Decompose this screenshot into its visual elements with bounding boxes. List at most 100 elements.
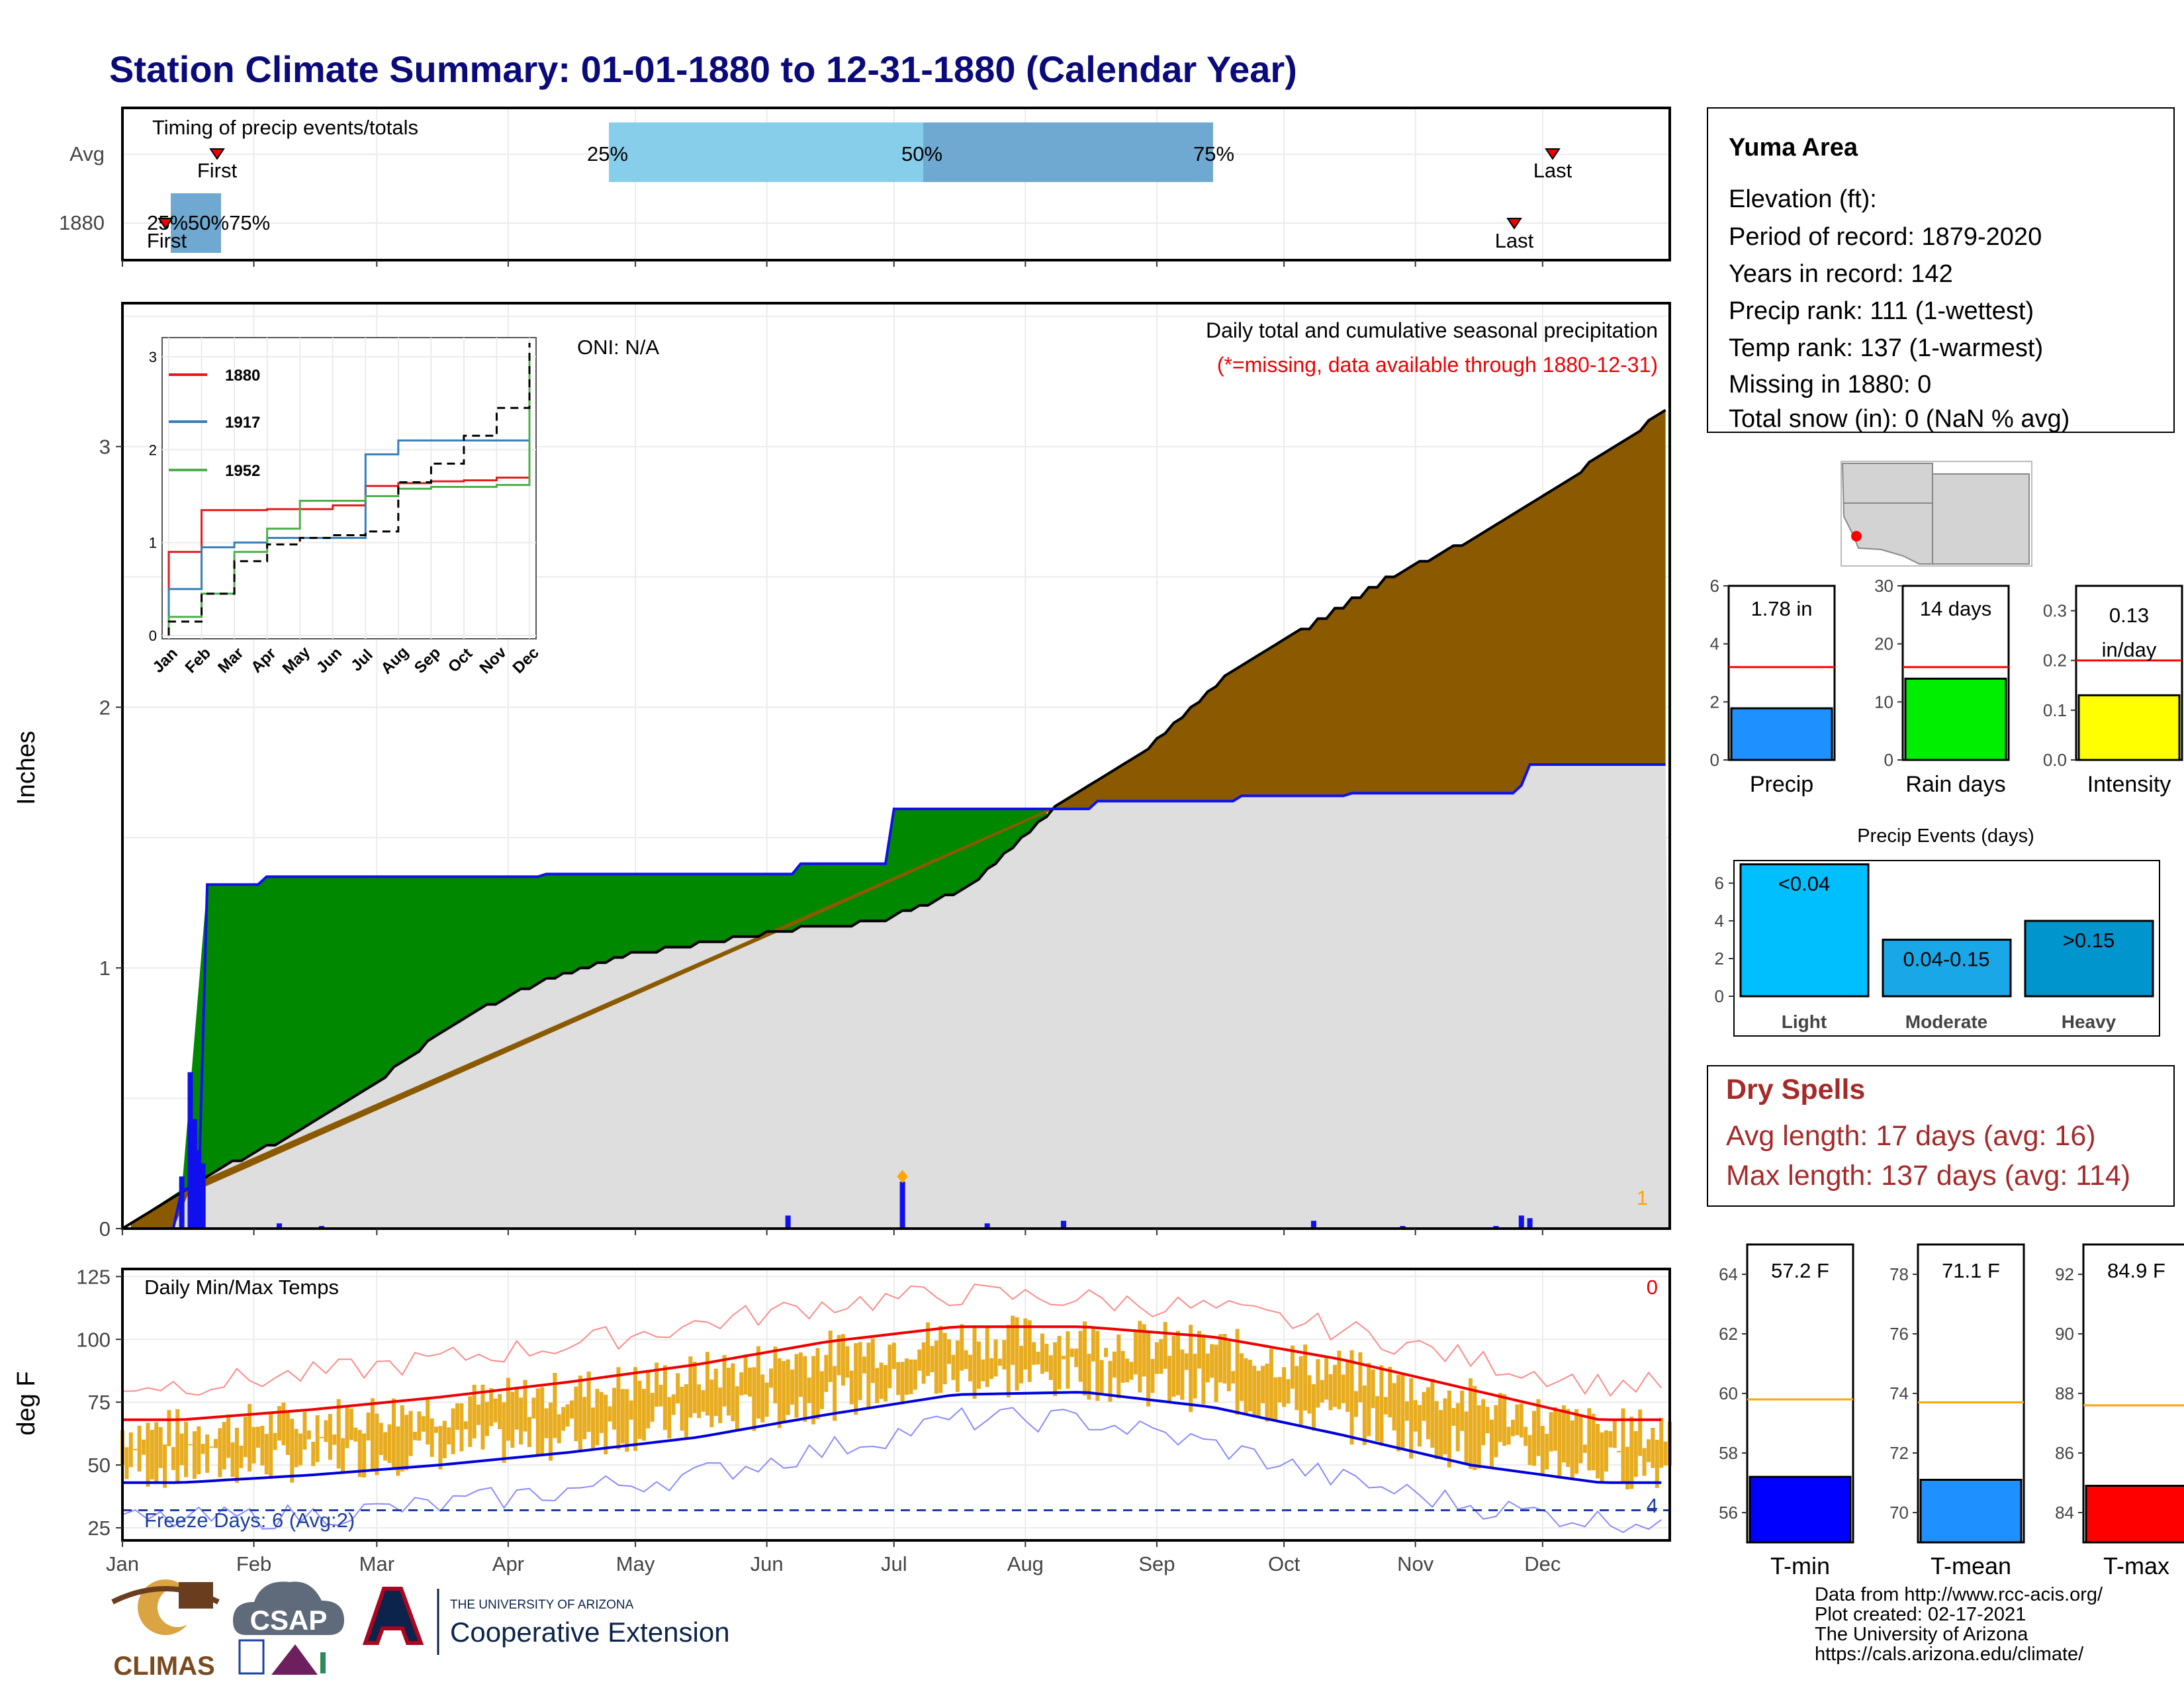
temp-daily-bar bbox=[1358, 1352, 1363, 1403]
precip-ytick-label: 3 bbox=[99, 436, 111, 459]
temp-daily-bar bbox=[1447, 1390, 1451, 1468]
temp-daily-bar bbox=[561, 1407, 566, 1431]
temp-daily-bar bbox=[773, 1346, 778, 1404]
timing-avg-first-marker bbox=[209, 148, 225, 160]
timing-title: Timing of precip events/totals bbox=[152, 116, 418, 139]
precip-missing-note: (*=missing, data available through 1880-… bbox=[1217, 353, 1658, 377]
timing-avg-last: Last bbox=[1533, 159, 1572, 182]
temp-daily-bar bbox=[1023, 1318, 1028, 1370]
temp-daily-bar bbox=[412, 1432, 417, 1440]
dry-spells-frame bbox=[1707, 1065, 2175, 1207]
temp-daily-bar bbox=[1015, 1317, 1019, 1391]
temp-daily-bar bbox=[896, 1362, 901, 1395]
precip-observed-line bbox=[122, 763, 1666, 1230]
temp-daily-bar bbox=[1617, 1450, 1621, 1453]
tmax-small-value: 84.9 F bbox=[2107, 1259, 2165, 1282]
temp-daily-bar bbox=[782, 1361, 786, 1423]
small-bar-charts: 0 2 4 6 0 10 20 30 0.0 0.1 0.2 0.3 1.78 in 14 days 0.1… bbox=[1710, 576, 2183, 797]
legend-1880: 1880 bbox=[225, 367, 260, 385]
temp-daily-bar bbox=[1400, 1373, 1405, 1450]
temp-daily-bar bbox=[989, 1358, 994, 1380]
timing-avg-q2-bar bbox=[923, 122, 1213, 182]
temp-daily-bar bbox=[1273, 1377, 1278, 1421]
month-label: Apr bbox=[492, 1552, 524, 1575]
temp-daily-bar bbox=[1600, 1432, 1604, 1483]
temp-daily-bar bbox=[171, 1446, 175, 1470]
events-category-label: Heavy bbox=[2062, 1011, 2116, 1032]
temp-daily-bar bbox=[269, 1411, 273, 1479]
raindays-small-value: 14 days bbox=[1920, 597, 1992, 620]
tmin-small-ytick-label: 64 bbox=[1719, 1264, 1738, 1284]
temp-daily-bar bbox=[1633, 1431, 1638, 1477]
temp-daily-bar bbox=[824, 1354, 829, 1392]
temp-ytick-label: 125 bbox=[76, 1265, 111, 1288]
temp-daily-bar bbox=[213, 1438, 218, 1448]
station-box-frame bbox=[1707, 107, 2175, 433]
csap-logo-text: CSAP bbox=[250, 1605, 328, 1636]
temp-daily-bar bbox=[1142, 1324, 1146, 1377]
temp-daily-bar bbox=[1659, 1417, 1664, 1468]
temp-daily-bar bbox=[205, 1434, 210, 1473]
temp-daily-bar bbox=[1553, 1407, 1558, 1451]
timing-avg-first: First bbox=[197, 159, 238, 182]
precip-daily-bar bbox=[899, 1182, 905, 1229]
temp-daily-bar bbox=[1418, 1405, 1422, 1447]
temp-daily-bar bbox=[544, 1408, 549, 1438]
temp-daily-bar bbox=[239, 1445, 244, 1468]
ua-line1: THE UNIVERSITY OF ARIZONA bbox=[450, 1598, 634, 1612]
tmax-small-ytick-label: 86 bbox=[2055, 1443, 2074, 1463]
precip-daily-bar bbox=[277, 1223, 283, 1229]
raindays-small-ytick-label: 30 bbox=[1874, 576, 1893, 596]
temp-daily-bar bbox=[1175, 1331, 1180, 1395]
temp-daily-bar bbox=[1116, 1335, 1121, 1399]
temp-daily-bar bbox=[667, 1397, 672, 1439]
temp-daily-bar bbox=[1345, 1360, 1350, 1412]
tmean-small-label: T-mean bbox=[1931, 1552, 2011, 1579]
temp-panel: 25 50 75 100 125 Jan Feb Mar Apr May Jun Jul Aug Sep… bbox=[13, 1265, 1672, 1575]
dry-spells-title: Dry Spells bbox=[1726, 1074, 1865, 1105]
temp-daily-bar bbox=[849, 1370, 854, 1405]
temp-daily-bar bbox=[1396, 1374, 1401, 1452]
temp-daily-bar bbox=[760, 1374, 765, 1423]
temp-daily-bar bbox=[527, 1417, 531, 1448]
station-period: Period of record: 1879-2020 bbox=[1729, 223, 2042, 251]
temp-daily-bar bbox=[345, 1407, 349, 1448]
temp-daily-bar bbox=[1409, 1378, 1414, 1459]
tmean-small-ytick-label: 72 bbox=[1889, 1443, 1909, 1463]
temp-daily-bar bbox=[1557, 1411, 1562, 1479]
timing-year-first: First bbox=[147, 229, 187, 252]
ua-a-icon bbox=[362, 1587, 424, 1645]
temp-record-line bbox=[122, 1284, 1662, 1397]
temp-daily-bar bbox=[1388, 1366, 1392, 1418]
temp-daily-bar bbox=[739, 1372, 744, 1396]
temp-daily-bar bbox=[315, 1415, 320, 1462]
temp-daily-bar bbox=[506, 1378, 510, 1441]
temp-daily-bar bbox=[633, 1367, 638, 1451]
temp-daily-bar bbox=[548, 1402, 553, 1461]
temp-daily-bar bbox=[341, 1438, 345, 1474]
temp-daily-bar bbox=[1612, 1419, 1617, 1448]
temp-daily-bar bbox=[1184, 1353, 1189, 1370]
ua-logo: THE UNIVERSITY OF ARIZONA Cooperative Ex… bbox=[362, 1587, 730, 1655]
temp-daily-bar bbox=[1261, 1366, 1265, 1404]
month-label: Aug bbox=[1007, 1552, 1044, 1575]
temp-daily-bar bbox=[947, 1339, 952, 1364]
precip-daily-bar bbox=[1310, 1221, 1316, 1229]
temp-daily-bar bbox=[1489, 1419, 1494, 1468]
precip-daily-bar bbox=[187, 1072, 193, 1229]
temp-daily-bar bbox=[1277, 1377, 1282, 1403]
temp-daily-bar bbox=[790, 1369, 795, 1405]
temp-daily-bar bbox=[408, 1411, 413, 1456]
temp-daily-bar bbox=[692, 1362, 697, 1413]
temp-daily-bar bbox=[964, 1350, 968, 1370]
temp-ytick-label: 75 bbox=[88, 1391, 111, 1414]
temp-daily-bar bbox=[417, 1411, 422, 1441]
temp-daily-bar bbox=[697, 1384, 702, 1419]
tmax-small-ytick-label: 90 bbox=[2055, 1324, 2074, 1344]
temp-daily-bar bbox=[391, 1398, 396, 1470]
temp-daily-bar bbox=[243, 1417, 248, 1458]
tmin-small-ytick-label: 56 bbox=[1719, 1503, 1738, 1523]
temp-daily-bar bbox=[786, 1359, 790, 1415]
temp-daily-bar bbox=[1231, 1371, 1236, 1383]
temp-daily-bar bbox=[192, 1431, 197, 1479]
